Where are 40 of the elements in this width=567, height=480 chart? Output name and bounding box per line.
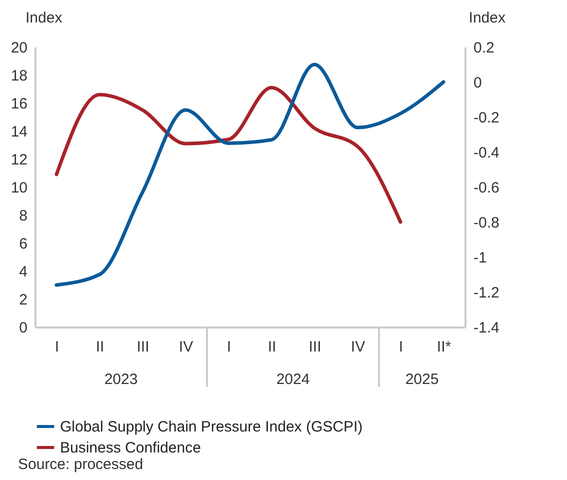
y-tick-label: 6	[19, 236, 28, 252]
y-tick-label: 0	[19, 320, 28, 336]
y-tick-label: 12	[10, 152, 28, 168]
y2-tick-label: -1.4	[474, 320, 500, 336]
text: 2023	[104, 371, 138, 388]
y-tick-label: 20	[10, 40, 28, 56]
text: 2025	[405, 371, 439, 388]
y2-tick-label: 0.2	[474, 40, 494, 56]
x-tick-label: I	[54, 338, 60, 356]
y2-tick-label: -0.6	[474, 180, 500, 196]
x-tick-label: I	[226, 338, 232, 356]
y-tick-label: 4	[19, 264, 28, 280]
x-tick-label: II	[96, 338, 104, 356]
y-tick-label: 18	[10, 68, 28, 84]
x-tick-label: I	[398, 338, 404, 356]
legend-label: Business Confidence	[60, 440, 201, 456]
line-series	[54, 86, 402, 224]
text: 2024	[276, 371, 310, 388]
y2-tick-label: 0	[474, 74, 482, 92]
x-tick-label: IV	[350, 338, 366, 356]
legend-label: Global Supply Chain Pressure Index (GSCPI)	[60, 418, 363, 436]
y-tick-label: 2	[19, 292, 28, 308]
y2-tick-label: -1	[474, 250, 487, 266]
x-tick-label: III	[136, 338, 150, 356]
y-tick-label: 10	[10, 180, 28, 196]
y2-tick-label: -1.2	[474, 284, 500, 302]
y2-tick-label: -0.8	[474, 214, 500, 232]
y-tick-label: 16	[10, 96, 28, 112]
x-tick-label: IV	[178, 338, 194, 356]
y-axis-title: Index	[26, 10, 63, 26]
y2-axis-title: Index	[468, 10, 506, 26]
y-tick-label: 14	[10, 124, 28, 140]
x-tick-label: II	[268, 338, 276, 356]
y2-tick-label: -0.4	[474, 144, 500, 162]
source-note: Source: processed	[18, 456, 144, 473]
y-tick-label: 8	[19, 208, 28, 224]
line-series	[54, 62, 446, 287]
y2-tick-label: -0.2	[474, 110, 500, 126]
x-tick-label: III	[308, 338, 322, 356]
x-tick-label: II*	[436, 338, 452, 356]
